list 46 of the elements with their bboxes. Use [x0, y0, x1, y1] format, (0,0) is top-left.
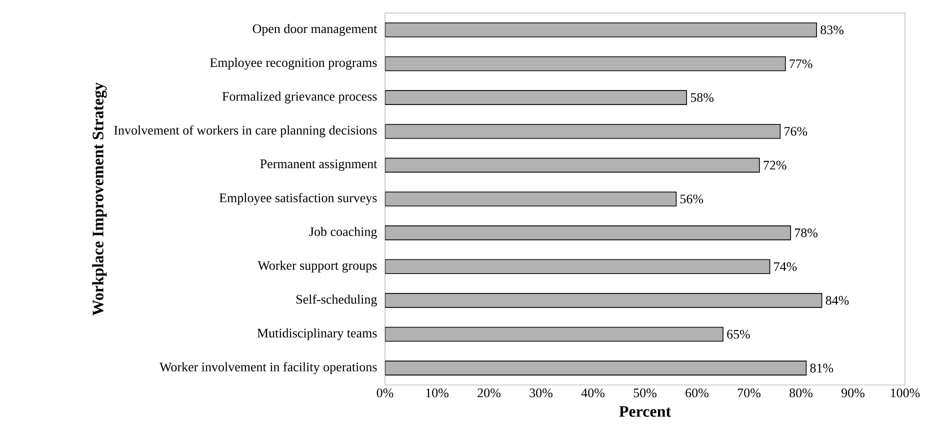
data-label: 72%	[764, 160, 786, 170]
bar	[385, 360, 807, 376]
bar	[385, 22, 817, 38]
bar	[385, 192, 677, 206]
x-tick-label: 80%	[790, 388, 812, 398]
y-tick-label: Self-scheduling	[296, 294, 377, 306]
bar	[385, 124, 781, 139]
y-tick-label: Formalized grievance process	[222, 92, 377, 104]
y-tick-label: Employee recognition programs	[210, 58, 377, 70]
bar	[385, 259, 770, 274]
data-label: 83%	[820, 26, 844, 34]
data-label: 76%	[784, 126, 808, 136]
x-tick-label: 90%	[842, 388, 864, 398]
y-tick-label: Open door management	[252, 24, 378, 36]
y-axis-title: Workplace Improvement Strategy	[92, 82, 107, 316]
x-tick-label: 30%	[530, 388, 552, 398]
y-tick-label: Employee satisfaction surveys	[219, 193, 377, 205]
data-label: 78%	[794, 228, 818, 238]
data-label: 84%	[826, 296, 849, 305]
bar	[385, 326, 724, 342]
data-label: 81%	[810, 364, 834, 372]
y-tick-label: Involvement of workers in care planning decisions	[114, 125, 377, 138]
y-tick-label: Worker support groups	[258, 260, 377, 273]
bar	[385, 158, 760, 173]
data-label: 65%	[727, 330, 750, 339]
x-tick-label: 40%	[581, 388, 604, 398]
x-axis-title: Percent	[619, 406, 671, 417]
data-label: 77%	[790, 59, 812, 68]
y-tick-label: Permanent assignment	[260, 159, 378, 171]
bar	[385, 293, 822, 308]
bar	[385, 225, 791, 240]
y-tick-label: Mutidisciplinary teams	[257, 328, 377, 340]
x-tick-label: 50%	[634, 388, 656, 398]
x-tick-label: 100%	[890, 388, 920, 398]
x-tick-label: 20%	[478, 388, 500, 398]
x-tick-label: 0%	[376, 388, 394, 398]
bar	[385, 90, 687, 105]
y-tick-label: Job coaching	[309, 226, 377, 239]
data-label: 74%	[774, 262, 797, 272]
y-tick-label: Worker involvement in facility operations	[159, 362, 377, 374]
x-tick-label: 10%	[426, 388, 448, 398]
data-label: 56%	[680, 194, 704, 204]
bar	[385, 56, 786, 72]
data-label: 58%	[690, 93, 714, 102]
x-tick-label: 60%	[686, 388, 708, 398]
x-tick-label: 70%	[738, 388, 760, 398]
